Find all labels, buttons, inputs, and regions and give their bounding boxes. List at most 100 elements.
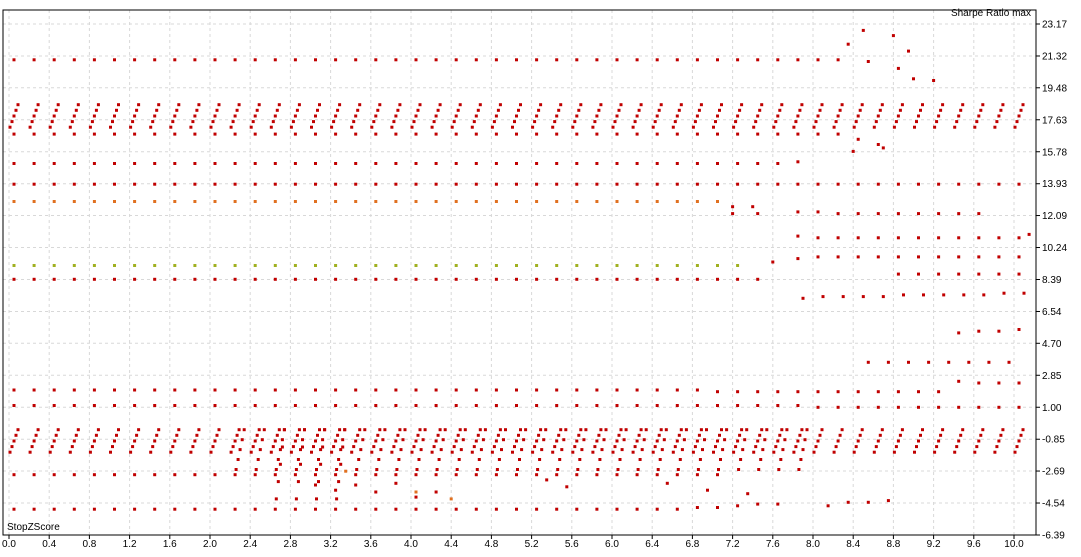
data-point <box>251 120 255 124</box>
data-point <box>697 108 701 112</box>
data-point <box>474 277 478 281</box>
data-point <box>655 114 659 118</box>
data-point <box>153 58 157 62</box>
data-point <box>892 125 896 129</box>
data-point <box>716 114 719 118</box>
data-point <box>92 132 96 136</box>
data-point <box>12 162 16 165</box>
data-point <box>756 58 760 62</box>
data-point <box>153 404 157 407</box>
data-point <box>310 125 313 129</box>
data-point <box>474 114 478 118</box>
data-point <box>293 58 297 62</box>
data-point <box>997 405 1001 409</box>
data-point <box>334 388 338 392</box>
data-point <box>575 132 579 136</box>
data-point <box>314 473 317 477</box>
y-tick-label: 23.17 <box>1042 20 1067 31</box>
data-point <box>233 58 237 62</box>
data-point <box>277 103 281 107</box>
data-point <box>615 473 619 477</box>
data-point <box>896 114 900 118</box>
data-point <box>776 182 780 186</box>
data-point <box>314 264 317 267</box>
data-point <box>211 120 215 124</box>
data-point <box>293 182 297 186</box>
data-point <box>736 58 740 62</box>
data-point <box>995 120 999 124</box>
data-point <box>133 404 137 407</box>
data-point <box>113 58 116 62</box>
data-point <box>886 499 890 503</box>
data-point <box>249 125 253 129</box>
data-point <box>233 473 237 477</box>
data-point <box>659 103 663 107</box>
data-point <box>474 264 478 267</box>
data-point <box>760 103 764 107</box>
data-point <box>498 103 502 107</box>
data-point <box>434 162 438 165</box>
data-point <box>776 114 780 118</box>
data-point <box>354 162 358 165</box>
data-point <box>92 200 96 203</box>
data-point <box>310 450 313 454</box>
data-point <box>296 480 300 484</box>
data-point <box>953 450 957 454</box>
data-point <box>354 439 358 443</box>
data-point <box>1017 255 1021 259</box>
data-point <box>173 439 177 443</box>
data-point <box>856 236 860 240</box>
data-point <box>334 200 338 203</box>
data-point <box>317 458 320 461</box>
data-point <box>693 120 697 124</box>
data-point <box>153 264 157 267</box>
data-point <box>356 433 360 437</box>
data-point <box>575 439 579 443</box>
data-point <box>794 445 798 449</box>
data-point <box>432 445 436 449</box>
data-point <box>595 58 599 62</box>
data-point <box>52 264 56 267</box>
data-point <box>752 125 756 129</box>
data-point <box>820 428 824 432</box>
data-point <box>760 428 764 432</box>
data-point <box>671 450 675 454</box>
data-point <box>540 448 544 452</box>
data-point <box>92 388 96 392</box>
data-point <box>575 277 579 281</box>
data-point <box>28 450 32 454</box>
data-point <box>599 428 603 432</box>
x-tick-label: 2.8 <box>283 539 297 550</box>
data-point <box>458 428 462 432</box>
data-point <box>12 182 16 186</box>
data-point <box>434 132 438 136</box>
data-point <box>595 507 599 511</box>
data-point <box>533 120 537 124</box>
data-point <box>947 360 951 364</box>
data-point <box>655 264 659 267</box>
x-tick-label: 3.6 <box>364 539 378 550</box>
data-point <box>555 277 559 281</box>
data-point <box>876 182 880 186</box>
data-point <box>414 473 418 477</box>
data-point <box>866 60 870 63</box>
data-point <box>470 125 474 129</box>
data-point <box>193 264 197 267</box>
data-point <box>856 212 860 216</box>
data-point <box>151 445 155 449</box>
data-point <box>169 450 173 454</box>
data-point <box>483 428 487 432</box>
data-point <box>684 428 688 432</box>
data-point <box>153 114 157 118</box>
data-point <box>293 114 297 118</box>
data-point <box>695 388 699 392</box>
data-point <box>579 103 583 107</box>
data-point <box>48 125 52 129</box>
data-point <box>414 507 418 511</box>
data-point <box>92 507 96 511</box>
data-point <box>907 360 910 364</box>
data-point <box>131 120 135 124</box>
data-point <box>316 108 319 112</box>
data-point <box>695 132 699 136</box>
data-point <box>653 120 657 124</box>
